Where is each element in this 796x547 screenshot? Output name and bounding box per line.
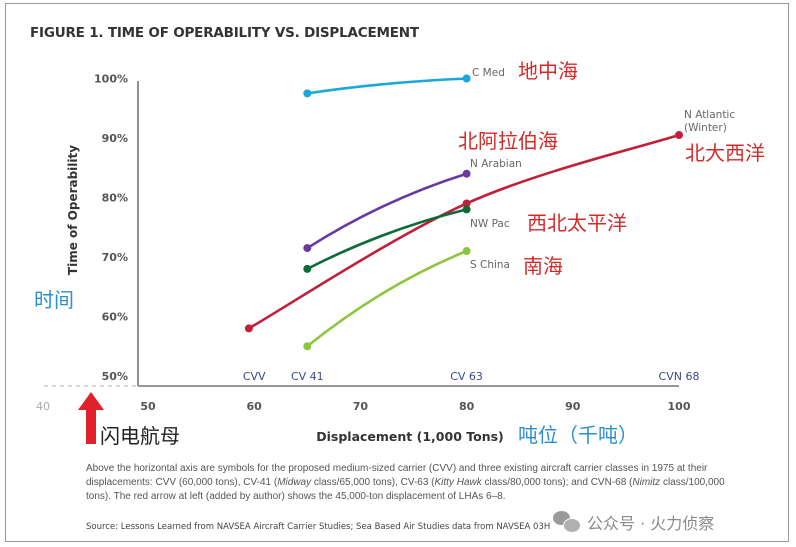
figure-source: Source: Lessons Learned from NAVSEA Airc… xyxy=(86,522,551,532)
carrier-marker-label: CVV xyxy=(243,370,266,383)
caption-part: class/65,000 tons), CV-63 ( xyxy=(311,477,435,488)
series-line-c-med xyxy=(306,77,468,95)
figure-caption: Above the horizontal axis are symbols fo… xyxy=(86,462,726,504)
x-tick-label: 60 xyxy=(247,400,263,413)
data-point-n-atlantic-winter xyxy=(462,199,471,208)
caption-part: Kitty Hawk xyxy=(434,477,482,488)
data-point-s-china xyxy=(462,247,471,256)
series-line-s-china xyxy=(306,249,468,348)
x-tick-label: 90 xyxy=(565,400,581,413)
series-lines xyxy=(244,74,683,351)
chart-title: FIGURE 1. TIME OF OPERABILITY VS. DISPLA… xyxy=(30,25,419,41)
wechat-icon xyxy=(553,511,581,533)
annotation-nw-pac-cn: 西北太平洋 xyxy=(527,211,627,235)
data-point-s-china xyxy=(303,342,312,351)
data-point-c-med xyxy=(462,74,471,83)
series-label-c-med: C Med xyxy=(472,67,505,79)
series-label-s-china: S China xyxy=(470,259,510,271)
data-point-nw-pac xyxy=(303,264,312,273)
data-point-n-arabian xyxy=(303,244,312,253)
x-tick-label: 40 xyxy=(36,400,50,413)
figure-frame xyxy=(5,3,789,542)
data-point-n-arabian xyxy=(462,169,471,178)
annotation-n-atlantic-cn: 北大西洋 xyxy=(685,141,765,165)
x-axis-label: Displacement (1,000 Tons) xyxy=(316,429,504,444)
y-tick-label: 90% xyxy=(102,132,128,145)
y-tick-label: 70% xyxy=(102,251,128,264)
watermark-text: 公众号 · 火力侦察 xyxy=(587,514,715,533)
caption-part: Midway xyxy=(277,477,312,488)
y-tick-label: 50% xyxy=(102,370,128,383)
annotation-n-arabian-cn: 北阿拉伯海 xyxy=(458,129,558,153)
carrier-marker-label: CVN 68 xyxy=(659,370,700,383)
carrier-marker-label: CV 63 xyxy=(450,370,483,383)
annotation-arrow-cn: 闪电航母 xyxy=(100,424,180,448)
caption-part: Nimitz xyxy=(632,477,661,488)
y-tick-label: 100% xyxy=(94,73,128,86)
red-arrow-icon xyxy=(78,392,104,444)
caption-part: class/80,000 tons); and CVN-68 ( xyxy=(481,477,633,488)
series-label-line: (Winter) xyxy=(684,122,727,134)
series-label-n-atlantic-winter: N Atlantic (Winter) xyxy=(684,109,735,134)
x-tick-label: 50 xyxy=(140,400,156,413)
data-point-n-atlantic-winter xyxy=(675,131,683,140)
labels: C Med N Arabian NW Pac S China N Atlantic (Wi… xyxy=(34,59,765,448)
series-label-n-arabian: N Arabian xyxy=(470,158,522,170)
data-point-c-med xyxy=(303,89,312,98)
caption-part: Above the horizontal axis are symbols fo… xyxy=(86,463,708,488)
watermark: 公众号 · 火力侦察 xyxy=(553,510,714,534)
x-tick-label: 70 xyxy=(353,400,369,413)
annotation-c-med-cn: 地中海 xyxy=(518,59,578,83)
data-point-nw-pac xyxy=(462,205,471,214)
caption-part: class/100,000 tons). The red arrow at le… xyxy=(86,477,725,502)
series-line-n-arabian xyxy=(306,172,468,250)
series-line-nw-pac xyxy=(306,208,468,271)
y-tick-label: 80% xyxy=(102,192,128,205)
x-tick-label: 80 xyxy=(459,400,475,413)
series-label-nw-pac: NW Pac xyxy=(470,218,510,230)
axes: 50% 60% 70% 80% 90% 100% 40 50 60 70 80 90 100 Time o… xyxy=(36,73,699,445)
annotation-x-axis-cn: 吨位（千吨） xyxy=(518,423,638,447)
annotation-y-axis-cn: 时间 xyxy=(34,288,74,312)
y-axis-label: Time of Operability xyxy=(66,145,80,275)
annotation-s-china-cn: 南海 xyxy=(523,254,563,278)
y-tick-label: 60% xyxy=(102,311,128,324)
data-point-n-atlantic-winter xyxy=(244,324,253,333)
series-label-line: N Atlantic xyxy=(684,109,735,121)
carrier-marker-label: CV 41 xyxy=(291,370,324,383)
x-tick-label: 100 xyxy=(668,400,691,413)
